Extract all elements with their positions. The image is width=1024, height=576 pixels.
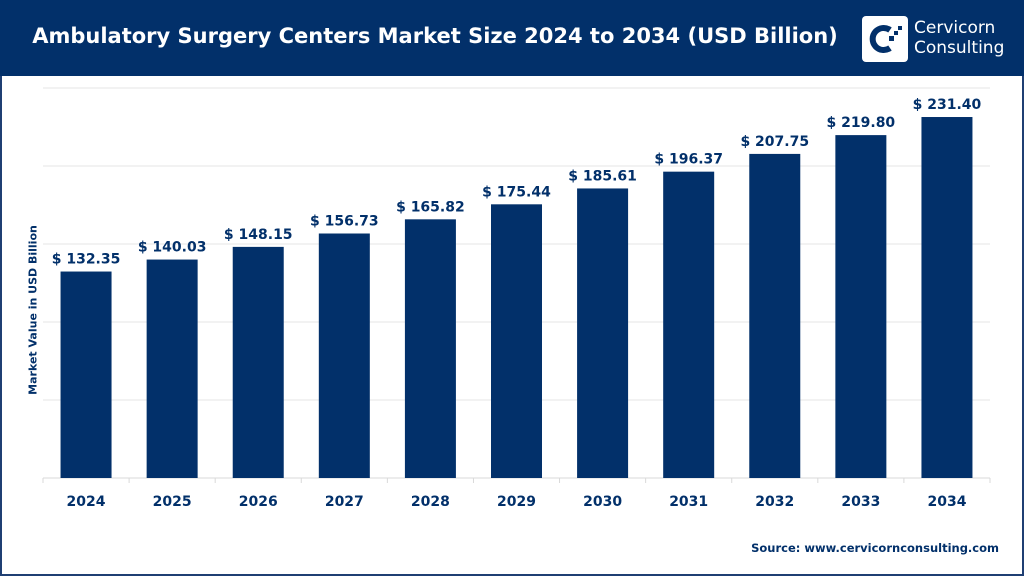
x-tick-label: 2028 <box>411 494 450 510</box>
data-label: $ 207.75 <box>740 134 809 150</box>
logo-icon <box>862 16 908 62</box>
x-tick-label: 2026 <box>239 494 278 510</box>
data-label: $ 185.61 <box>568 168 637 184</box>
bar-2024 <box>60 271 112 478</box>
data-label: $ 196.37 <box>654 152 723 168</box>
bar-2027 <box>318 233 370 478</box>
bar-2032 <box>749 153 801 478</box>
logo-text-line2: Consulting <box>914 38 1005 58</box>
data-label: $ 219.80 <box>827 115 896 131</box>
data-label: $ 165.82 <box>396 199 465 215</box>
x-tick-label: 2031 <box>669 494 708 510</box>
data-label: $ 140.03 <box>138 240 207 256</box>
x-tick-label: 2033 <box>841 494 880 510</box>
data-label: $ 175.44 <box>482 184 551 200</box>
bar-2033 <box>835 135 887 478</box>
header-bar: Ambulatory Surgery Centers Market Size 2… <box>0 0 1024 76</box>
bar-2028 <box>404 219 456 478</box>
x-tick-label: 2024 <box>67 494 106 510</box>
data-label: $ 156.73 <box>310 214 379 230</box>
x-tick-label: 2027 <box>325 494 364 510</box>
logo-text: Cervicorn Consulting <box>914 18 1004 58</box>
data-label: $ 132.35 <box>52 252 121 268</box>
x-tick-label: 2032 <box>755 494 794 510</box>
logo-text-line1: Cervicorn <box>914 18 996 38</box>
bar-2029 <box>491 204 542 478</box>
bar-2025 <box>146 259 198 478</box>
data-label: $ 148.15 <box>224 227 293 243</box>
bar-2031 <box>663 171 715 479</box>
chart-title: Ambulatory Surgery Centers Market Size 2… <box>32 24 838 48</box>
brand-logo: Cervicorn Consulting <box>862 16 1004 64</box>
x-tick-label: 2030 <box>583 494 622 510</box>
bar-2030 <box>577 188 629 478</box>
source-note: Source: www.cervicornconsulting.com <box>751 541 999 555</box>
x-tick-label: 2029 <box>497 494 536 510</box>
x-tick-label: 2025 <box>153 494 192 510</box>
bar-2026 <box>232 246 284 478</box>
bar-2034 <box>921 117 973 479</box>
data-label: $ 231.40 <box>913 97 982 113</box>
x-tick-label: 2034 <box>927 494 966 510</box>
